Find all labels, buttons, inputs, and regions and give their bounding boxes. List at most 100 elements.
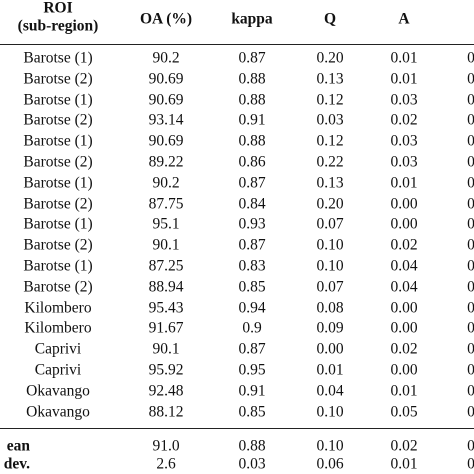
- summary-cell: 91.0: [152, 437, 180, 455]
- value-cell: 0: [467, 90, 474, 108]
- region-cell: Barotse (1): [23, 90, 93, 108]
- summary-cell: 0.03: [238, 455, 266, 473]
- value-cell: 0: [467, 132, 474, 150]
- value-cell: 87.75: [148, 194, 184, 212]
- value-cell: 0.88: [238, 70, 266, 88]
- value-cell: 0.02: [390, 111, 418, 129]
- value-cell: 0.00: [390, 298, 418, 316]
- value-cell: 0.04: [390, 257, 418, 275]
- value-cell: 90.2: [152, 49, 180, 67]
- header-cell: (sub-region): [17, 17, 99, 35]
- value-cell: 92.48: [148, 382, 184, 400]
- value-cell: 0.00: [390, 194, 418, 212]
- value-cell: 0.03: [390, 132, 418, 150]
- value-cell: 0.00: [316, 340, 344, 358]
- value-cell: 90.69: [148, 70, 184, 88]
- value-cell: 0.07: [316, 278, 344, 296]
- value-cell: 0.03: [316, 111, 344, 129]
- value-cell: 89.22: [148, 153, 184, 171]
- value-cell: 0.03: [390, 153, 418, 171]
- value-cell: 88.94: [148, 278, 184, 296]
- value-cell: 0.91: [238, 382, 266, 400]
- region-cell: Barotse (1): [23, 215, 93, 233]
- value-cell: 0.01: [390, 70, 418, 88]
- region-cell: Barotse (1): [23, 257, 93, 275]
- value-cell: 0: [467, 298, 474, 316]
- value-cell: 0.04: [316, 382, 344, 400]
- value-cell: 0.10: [316, 257, 344, 275]
- value-cell: 0.88: [238, 90, 266, 108]
- value-cell: 0.20: [316, 194, 344, 212]
- value-cell: 0.12: [316, 90, 344, 108]
- summary-cell: 0.88: [238, 437, 266, 455]
- region-cell: Barotse (2): [23, 236, 93, 254]
- value-cell: 0.88: [238, 132, 266, 150]
- value-cell: 95.1: [152, 215, 180, 233]
- value-cell: 93.14: [148, 111, 184, 129]
- value-cell: 0.95: [238, 361, 266, 379]
- region-cell: Kilombero: [24, 319, 92, 337]
- value-cell: 0: [467, 49, 474, 67]
- value-cell: 0.10: [316, 236, 344, 254]
- header-cell: Q: [323, 10, 337, 28]
- value-cell: 88.12: [148, 402, 184, 420]
- region-cell: Kilombero: [24, 298, 92, 316]
- value-cell: 0: [467, 382, 474, 400]
- value-cell: 0: [467, 319, 474, 337]
- region-cell: Barotse (2): [23, 194, 93, 212]
- summary-cell: 0.10: [316, 437, 344, 455]
- value-cell: 0.83: [238, 257, 266, 275]
- summary-label: ean: [6, 437, 30, 455]
- value-cell: 0.01: [390, 382, 418, 400]
- value-cell: 0.10: [316, 402, 344, 420]
- region-cell: Barotse (1): [23, 174, 93, 192]
- value-cell: 0: [467, 70, 474, 88]
- value-cell: 0.05: [390, 402, 418, 420]
- value-cell: 0.87: [238, 174, 266, 192]
- value-cell: 0.00: [390, 319, 418, 337]
- value-cell: 0.91: [238, 111, 266, 129]
- value-cell: 0: [467, 278, 474, 296]
- value-cell: 0: [467, 111, 474, 129]
- value-cell: 0.01: [390, 49, 418, 67]
- value-cell: 0.07: [316, 215, 344, 233]
- value-cell: 0.22: [316, 153, 344, 171]
- value-cell: 0.00: [390, 215, 418, 233]
- value-cell: 87.25: [148, 257, 184, 275]
- value-cell: 0.13: [316, 174, 344, 192]
- region-cell: Okavango: [26, 402, 90, 420]
- summary-cell: 0: [467, 437, 474, 455]
- value-cell: 95.92: [148, 361, 184, 379]
- value-cell: 0.12: [316, 132, 344, 150]
- value-cell: 0.94: [238, 298, 266, 316]
- region-cell: Caprivi: [34, 340, 82, 358]
- value-cell: 0.85: [238, 278, 266, 296]
- summary-cell: 0.02: [390, 437, 418, 455]
- value-cell: 0: [467, 236, 474, 254]
- value-cell: 0.20: [316, 49, 344, 67]
- value-cell: 0: [467, 257, 474, 275]
- value-cell: 0: [467, 215, 474, 233]
- summary-rule: [0, 428, 474, 429]
- value-cell: 0.01: [390, 174, 418, 192]
- header-cell: ROI: [43, 0, 73, 17]
- value-cell: 0.03: [390, 90, 418, 108]
- value-cell: 0.01: [316, 361, 344, 379]
- summary-cell: 0.06: [316, 455, 344, 473]
- region-cell: Barotse (2): [23, 278, 93, 296]
- value-cell: 95.43: [148, 298, 184, 316]
- header-rule: [0, 44, 474, 45]
- value-cell: 0.09: [316, 319, 344, 337]
- value-cell: 0: [467, 402, 474, 420]
- region-cell: Barotse (2): [23, 153, 93, 171]
- value-cell: 0.02: [390, 340, 418, 358]
- value-cell: 0.85: [238, 402, 266, 420]
- value-cell: 0.87: [238, 49, 266, 67]
- value-cell: 0: [467, 174, 474, 192]
- summary-cell: 2.6: [156, 455, 176, 473]
- summary-cell: 0: [467, 455, 474, 473]
- value-cell: 90.69: [148, 90, 184, 108]
- value-cell: 0.87: [238, 340, 266, 358]
- value-cell: 0.86: [238, 153, 266, 171]
